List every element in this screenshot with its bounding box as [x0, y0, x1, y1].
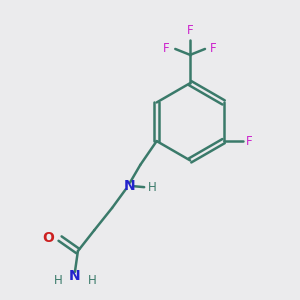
Text: N: N [124, 179, 136, 193]
Text: F: F [187, 24, 194, 37]
Text: O: O [42, 231, 54, 245]
Text: H: H [148, 181, 157, 194]
Text: N: N [69, 269, 81, 283]
Text: F: F [163, 42, 170, 56]
Text: F: F [210, 42, 217, 56]
Text: H: H [87, 274, 96, 287]
Text: H: H [54, 274, 62, 287]
Text: F: F [246, 135, 253, 148]
